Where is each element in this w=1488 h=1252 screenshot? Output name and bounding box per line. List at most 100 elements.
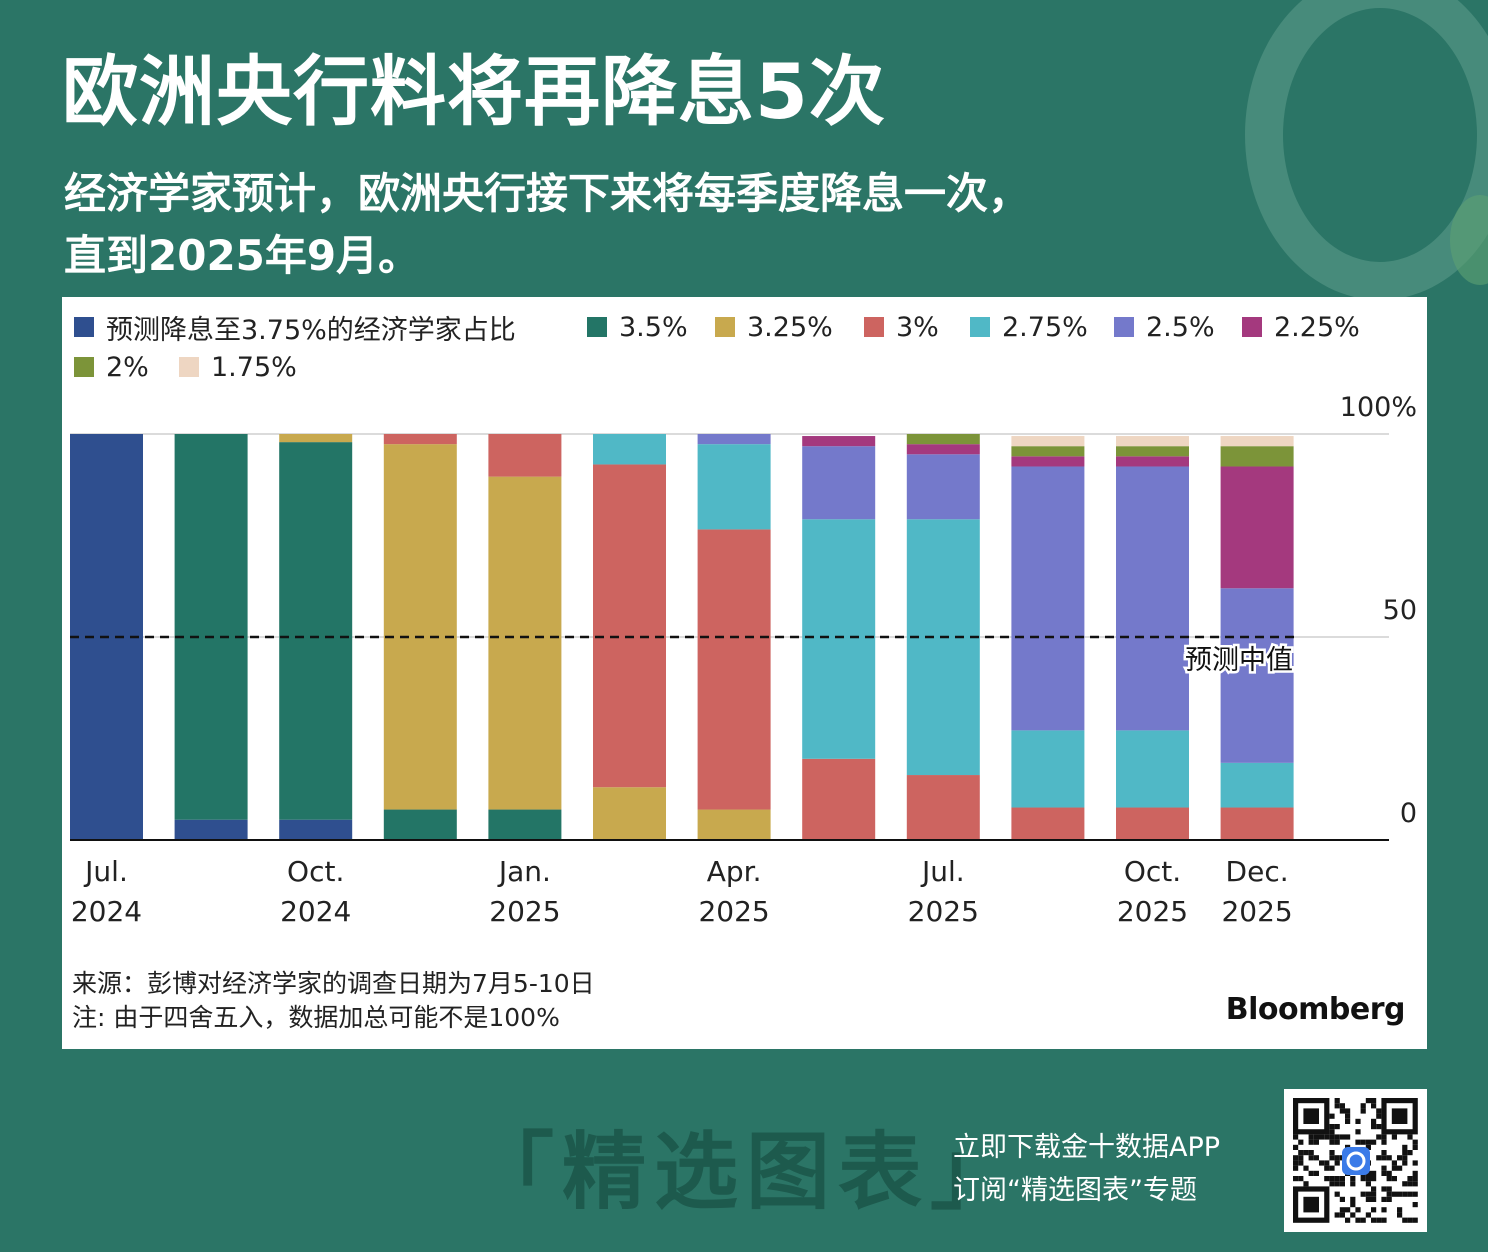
qr-module <box>1345 1113 1351 1119</box>
qr-module <box>1355 1217 1361 1223</box>
bar-segment <box>1116 456 1189 467</box>
bar-segment <box>906 519 980 776</box>
qr-module <box>1303 1150 1309 1156</box>
bar-segment <box>174 819 248 840</box>
qr-module <box>1381 1207 1387 1213</box>
legend-label: 2.5% <box>1146 311 1215 343</box>
qr-module <box>1397 1155 1403 1161</box>
qr-module <box>1412 1191 1418 1197</box>
qr-module <box>1371 1170 1377 1176</box>
qr-code-image[interactable] <box>1284 1089 1427 1232</box>
bar-segment <box>383 809 457 840</box>
qr-module <box>1381 1150 1387 1156</box>
x-tick-label: 2025 <box>1221 895 1292 928</box>
qr-module <box>1407 1191 1413 1197</box>
bar-segment <box>1116 466 1189 731</box>
qr-module <box>1365 1170 1371 1176</box>
y-tick-label: 50 <box>1383 595 1417 626</box>
qr-module <box>1334 1134 1340 1140</box>
x-tick-label: 2025 <box>698 895 769 928</box>
qr-module <box>1334 1176 1340 1182</box>
qr-module <box>1412 1217 1418 1223</box>
qr-module <box>1329 1176 1335 1182</box>
qr-module <box>1365 1212 1371 1218</box>
qr-module <box>1365 1144 1371 1150</box>
bar-segment <box>697 529 771 810</box>
qr-module <box>1381 1165 1387 1171</box>
qr-module <box>1371 1098 1377 1104</box>
qr-module <box>1386 1155 1392 1161</box>
qr-module <box>1376 1217 1382 1223</box>
qr-module <box>1334 1124 1340 1130</box>
qr-module <box>1339 1134 1345 1140</box>
qr-module <box>1329 1139 1335 1145</box>
x-tick-label: 2025 <box>1117 895 1188 928</box>
qr-module <box>1324 1134 1330 1140</box>
bar-segment <box>488 809 562 840</box>
qr-module <box>1293 1160 1299 1166</box>
qr-module <box>1298 1155 1304 1161</box>
qr-module <box>1303 1181 1309 1187</box>
qr-module <box>1381 1155 1387 1161</box>
qr-module <box>1407 1134 1413 1140</box>
legend-swatch <box>587 317 607 337</box>
subheadline-line-2: 直到2025年9月。 <box>64 231 421 280</box>
qr-module <box>1371 1118 1377 1124</box>
bar-segment <box>1011 466 1085 731</box>
qr-module <box>1376 1124 1382 1130</box>
legend-label: 2.75% <box>1002 311 1088 343</box>
qr-module <box>1303 1165 1309 1171</box>
qr-finder-core <box>1391 1108 1408 1124</box>
x-tick-label: Oct. <box>287 855 344 888</box>
qr-module <box>1412 1181 1418 1187</box>
bar-segment <box>1220 588 1294 763</box>
bar-segment <box>174 434 248 820</box>
qr-module <box>1324 1165 1330 1171</box>
bar-segment <box>1220 466 1294 589</box>
qr-module <box>1391 1165 1397 1171</box>
qr-module <box>1381 1196 1387 1202</box>
qr-module <box>1324 1160 1330 1166</box>
qr-module <box>1412 1176 1418 1182</box>
legend-swatch <box>74 317 94 337</box>
bar-segment <box>279 442 353 820</box>
qr-module <box>1371 1191 1377 1197</box>
y-tick-label: 0 <box>1400 798 1417 829</box>
bar-segment <box>1011 456 1085 467</box>
qr-module <box>1360 1191 1366 1197</box>
qr-module <box>1360 1108 1366 1114</box>
qr-module <box>1329 1150 1335 1156</box>
legend-item: 2.75% <box>970 309 1088 345</box>
legend-item: 2.25% <box>1242 309 1360 345</box>
qr-module <box>1371 1103 1377 1109</box>
qr-module <box>1308 1150 1314 1156</box>
footer-badge: 「精选图表」 <box>470 1123 1023 1221</box>
qr-module <box>1360 1103 1366 1109</box>
bar-segment <box>1220 762 1294 808</box>
qr-module <box>1365 1196 1371 1202</box>
legend-item: 2% <box>74 349 149 385</box>
qr-module <box>1345 1108 1351 1114</box>
bar-segment <box>383 444 457 810</box>
qr-module <box>1386 1191 1392 1197</box>
qr-module <box>1329 1129 1335 1135</box>
qr-module <box>1329 1134 1335 1140</box>
qr-module <box>1355 1207 1361 1213</box>
qr-module <box>1345 1118 1351 1124</box>
qr-module <box>1308 1155 1314 1161</box>
subheadline-line-1: 经济学家预计，欧洲央行接下来将每季度降息一次， <box>64 169 1031 218</box>
bar-segment <box>697 444 771 530</box>
qr-module <box>1386 1176 1392 1182</box>
qr-module <box>1412 1139 1418 1145</box>
legend-label: 2.25% <box>1274 311 1360 343</box>
x-tick-label: 2025 <box>908 895 979 928</box>
qr-module <box>1360 1217 1366 1223</box>
qr-finder-core <box>1303 1108 1319 1124</box>
bar-segment <box>1220 446 1294 467</box>
qr-module <box>1339 1176 1345 1182</box>
qr-module <box>1371 1139 1377 1145</box>
qr-module <box>1329 1165 1335 1171</box>
legend-swatch <box>864 317 884 337</box>
qr-module <box>1293 1155 1299 1161</box>
x-tick-label: Apr. <box>707 855 762 888</box>
